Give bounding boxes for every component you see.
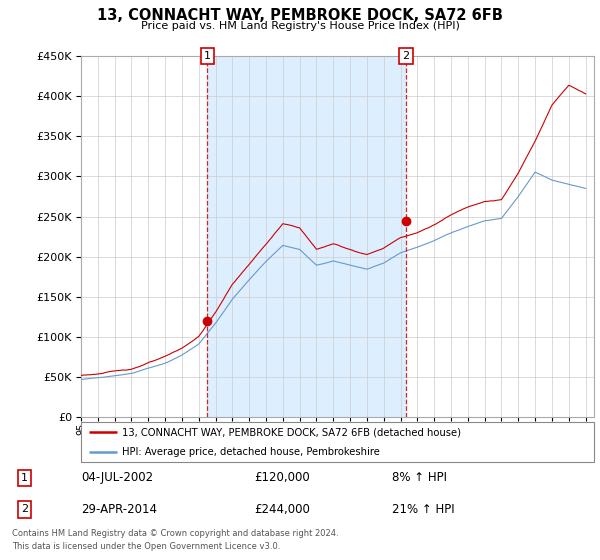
Text: 29-APR-2014: 29-APR-2014 <box>81 503 157 516</box>
Text: 1: 1 <box>21 473 28 483</box>
Text: Contains HM Land Registry data © Crown copyright and database right 2024.: Contains HM Land Registry data © Crown c… <box>12 529 338 538</box>
Bar <box>207 56 406 417</box>
Text: This data is licensed under the Open Government Licence v3.0.: This data is licensed under the Open Gov… <box>12 542 280 550</box>
Text: HPI: Average price, detached house, Pembrokeshire: HPI: Average price, detached house, Pemb… <box>122 446 380 456</box>
FancyBboxPatch shape <box>81 422 594 462</box>
Text: £244,000: £244,000 <box>254 503 310 516</box>
Text: 04-JUL-2002: 04-JUL-2002 <box>81 471 153 484</box>
Text: 13, CONNACHT WAY, PEMBROKE DOCK, SA72 6FB: 13, CONNACHT WAY, PEMBROKE DOCK, SA72 6F… <box>97 8 503 24</box>
Text: 2: 2 <box>21 505 28 515</box>
Text: £120,000: £120,000 <box>254 471 310 484</box>
Text: 13, CONNACHT WAY, PEMBROKE DOCK, SA72 6FB (detached house): 13, CONNACHT WAY, PEMBROKE DOCK, SA72 6F… <box>122 427 461 437</box>
Text: 2: 2 <box>403 51 410 61</box>
Text: 8% ↑ HPI: 8% ↑ HPI <box>392 471 447 484</box>
Text: 1: 1 <box>203 51 211 61</box>
Text: Price paid vs. HM Land Registry's House Price Index (HPI): Price paid vs. HM Land Registry's House … <box>140 21 460 31</box>
Text: 21% ↑ HPI: 21% ↑ HPI <box>392 503 455 516</box>
